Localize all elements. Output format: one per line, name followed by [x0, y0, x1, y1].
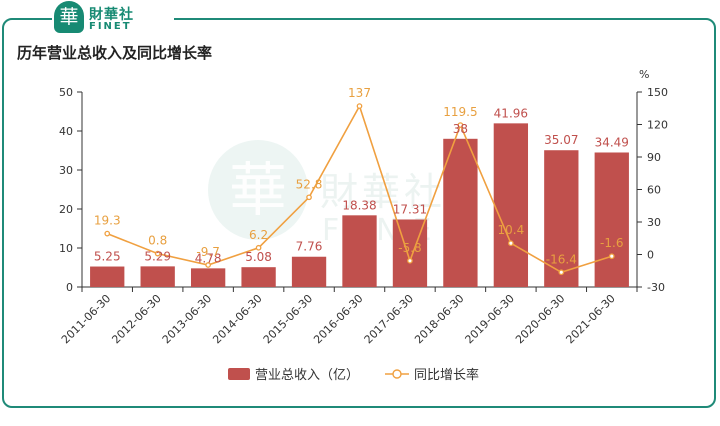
bar — [140, 266, 175, 287]
legend-line-marker — [392, 369, 402, 379]
growth-value-label: -9.7 — [196, 245, 219, 259]
x-tick-label: 2015-06-30 — [261, 292, 315, 346]
y-left-tick-label: 0 — [66, 281, 73, 294]
bar-value-label: 17.31 — [393, 202, 427, 216]
growth-point — [356, 103, 363, 109]
bar — [443, 138, 478, 287]
x-tick-label: 2017-06-30 — [362, 292, 416, 346]
bar-value-label: 35.07 — [544, 133, 578, 147]
legend-bar-label: 营业总收入（亿） — [255, 368, 359, 383]
y-right-tick-label: 150 — [647, 86, 668, 99]
x-tick-label: 2016-06-30 — [311, 292, 365, 346]
x-tick-label: 2019-06-30 — [463, 292, 517, 346]
bar-value-label: 4.78 — [195, 251, 222, 265]
brand-name-cn: 財華社 — [89, 7, 134, 23]
x-tick-label: 2011-06-30 — [59, 292, 113, 346]
bar-value-label: 5.29 — [144, 249, 171, 263]
growth-value-label: 137 — [348, 86, 371, 100]
x-tick-label: 2020-06-30 — [513, 292, 567, 346]
growth-point — [154, 250, 161, 257]
x-tick-label: 2018-06-30 — [412, 292, 466, 346]
growth-value-label: 6.2 — [249, 228, 268, 242]
growth-point — [457, 122, 464, 128]
bar — [241, 267, 276, 287]
x-tick-label: 2013-06-30 — [160, 292, 214, 346]
growth-point — [205, 262, 211, 268]
growth-value-label: -16.4 — [546, 252, 577, 266]
y-right-tick-label: 120 — [647, 119, 668, 132]
y-right-unit-label: % — [639, 68, 649, 81]
growth-point — [508, 240, 514, 247]
y-right-tick-label: -30 — [647, 281, 665, 294]
growth-value-label: -5.8 — [398, 241, 421, 255]
bar — [190, 268, 226, 287]
y-right-tick-label: 30 — [647, 216, 661, 229]
brand-logo: 華 財華社 FINET — [52, 0, 174, 36]
legend-bar-swatch — [228, 368, 250, 380]
chart-title: 历年营业总收入及同比增长率 — [17, 44, 213, 62]
bar-value-label: 38 — [453, 122, 468, 136]
growth-value-label: 0.8 — [148, 234, 167, 248]
growth-value-label: 119.5 — [443, 105, 477, 119]
x-tick-label: 2012-06-30 — [109, 292, 163, 346]
growth-point — [255, 244, 262, 251]
growth-value-label: -1.6 — [600, 236, 623, 250]
growth-point — [558, 269, 565, 276]
y-left-tick-label: 30 — [59, 164, 73, 177]
growth-value-label: 52.8 — [296, 177, 323, 191]
y-right-tick-label: 60 — [647, 184, 661, 197]
brand-mark: 華 — [54, 1, 84, 33]
y-right-tick-label: 0 — [647, 249, 654, 262]
y-left-tick-label: 40 — [59, 125, 73, 138]
bar — [594, 152, 629, 287]
y-left-tick-label: 20 — [59, 203, 73, 216]
watermark-circle — [208, 140, 308, 240]
bar — [291, 256, 327, 287]
legend-line-label: 同比增长率 — [414, 367, 479, 383]
y-left-tick-label: 50 — [59, 86, 73, 99]
growth-value-label: 19.3 — [94, 214, 121, 228]
bar — [90, 266, 125, 287]
bar-value-label: 5.25 — [94, 250, 121, 264]
growth-point — [104, 230, 111, 237]
growth-point — [608, 253, 615, 260]
growth-point — [306, 194, 312, 201]
x-tick-label: 2014-06-30 — [210, 292, 264, 346]
bar — [493, 123, 529, 287]
bar — [544, 150, 579, 287]
bar — [342, 215, 377, 287]
watermark-text-cn: 財華社 — [320, 170, 446, 214]
y-left-tick-label: 10 — [59, 242, 73, 255]
growth-value-label: 10.4 — [498, 223, 525, 237]
growth-point — [407, 257, 413, 264]
x-tick-label: 2021-06-30 — [563, 292, 617, 346]
brand-name-en: FINET — [89, 21, 132, 32]
watermark-mark: 華 — [229, 156, 287, 224]
bar-value-label: 18.38 — [342, 198, 376, 212]
bar-value-label: 5.08 — [245, 250, 272, 264]
y-right-tick-label: 90 — [647, 151, 661, 164]
bar-value-label: 34.49 — [595, 135, 629, 149]
bar-value-label: 41.96 — [494, 106, 528, 120]
bar-value-label: 7.76 — [296, 240, 323, 254]
